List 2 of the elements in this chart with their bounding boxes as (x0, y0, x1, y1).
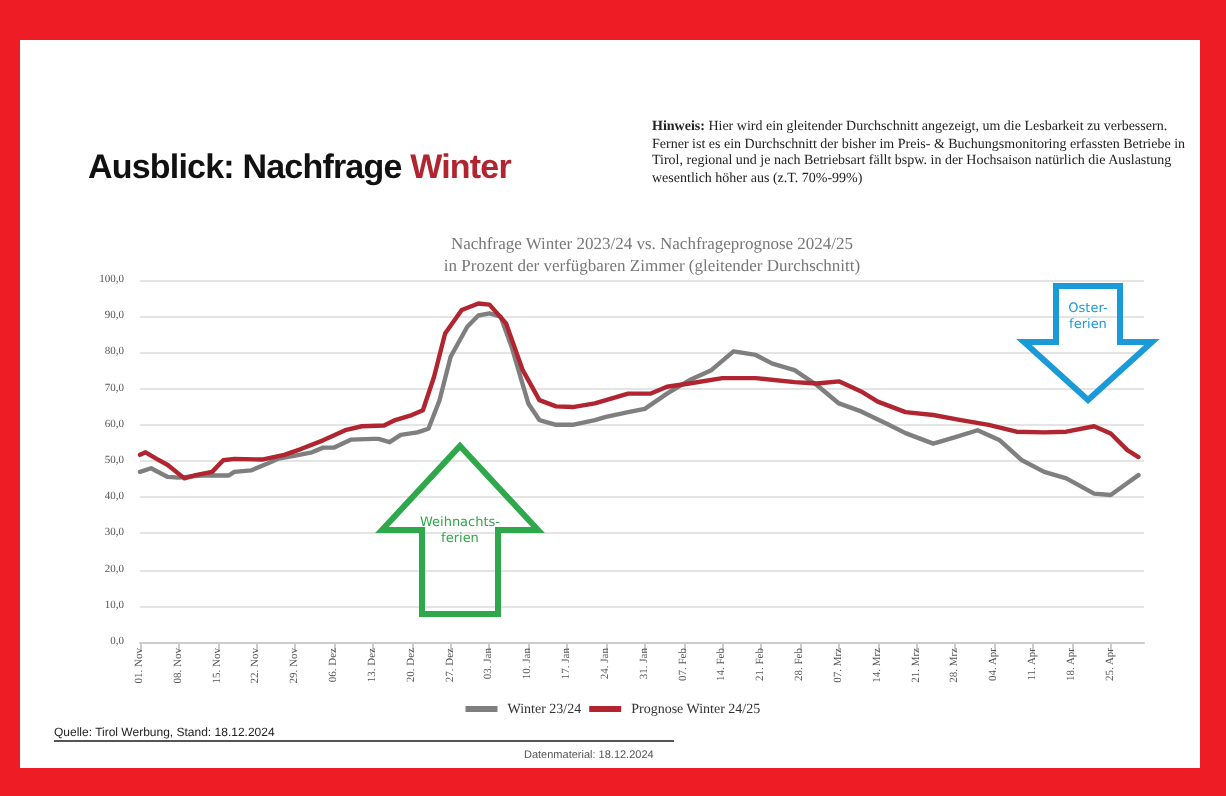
chart-subtitle: Nachfrage Winter 2023/24 vs. Nachfrageprognose 2024/25 in Prozent der verfügbaren Zimmer (gleitender Durchschnitt) (443, 233, 861, 275)
chart-title: Ausblick: Nachfrage Winter (88, 148, 511, 188)
